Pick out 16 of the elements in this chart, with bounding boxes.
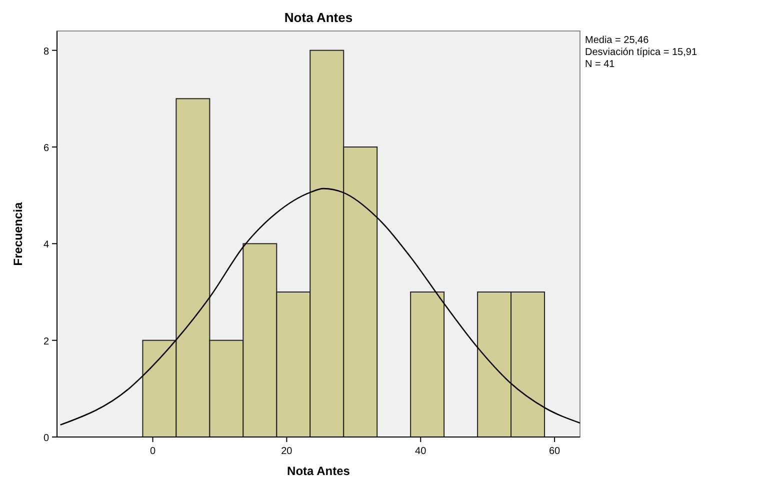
text: Desviación típica = 15,91 <box>585 47 698 58</box>
text: N = 41 <box>585 59 616 70</box>
y-tick-label: 4 <box>43 240 50 251</box>
text: Media = 25,46 <box>585 35 650 46</box>
y-tick-label: 8 <box>43 46 50 58</box>
x-tick-label: 40 <box>415 446 427 457</box>
y-axis-title: Frecuencia <box>11 202 25 266</box>
y-tick-label: 2 <box>43 336 50 348</box>
x-axis-title: Nota Antes <box>287 464 350 478</box>
y-tick-label: 0 <box>43 433 50 444</box>
x-tick-label: 0 <box>150 446 156 457</box>
line-series <box>60 188 581 426</box>
x-tick-label: 60 <box>548 446 561 457</box>
chart-title: Nota Antes <box>284 10 353 25</box>
y-tick-label: 6 <box>43 143 50 154</box>
x-tick-label: 20 <box>281 446 293 457</box>
